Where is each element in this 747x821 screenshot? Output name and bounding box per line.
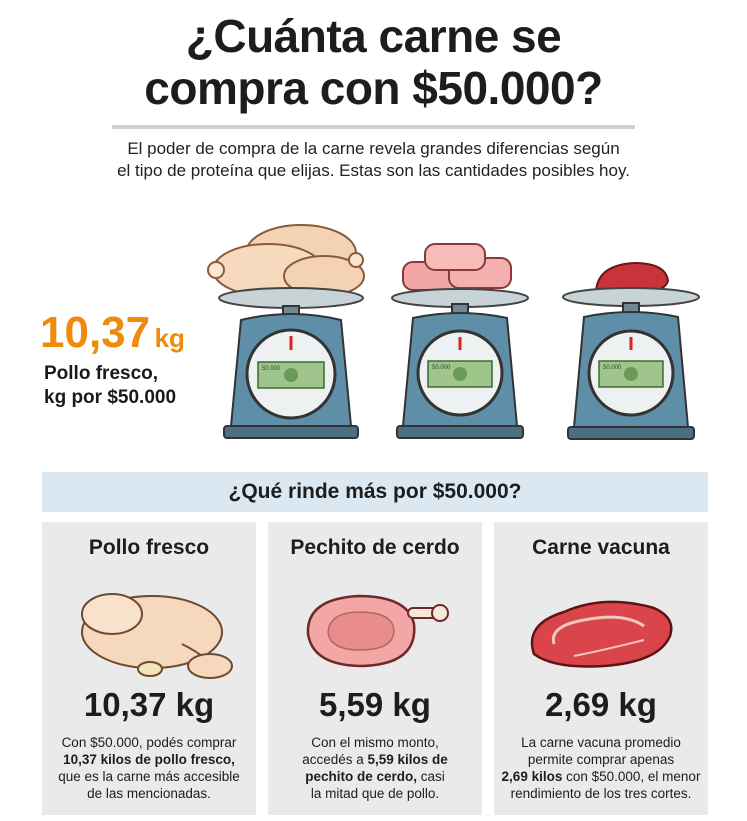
card-description: Con $50.000, podés comprar 10,37 kilos d… [48,734,250,802]
card-title: Pollo fresco [88,536,210,559]
card-title: Carne vacuna [532,536,670,559]
desc-line: permite comprar apenas [527,752,675,767]
title-line-1: ¿Cuánta carne se [185,10,562,62]
card-cerdo: Pechito de cerdo 5,59 kg Con el mismo mo… [268,522,482,815]
card-kg: 10,37 kg [83,686,215,723]
card-vacuna: Carne vacuna 2,69 kg La carne vacuna pro… [494,522,708,815]
title-divider [112,125,635,129]
desc-line: Con $50.000, podés comprar [61,735,237,750]
hero-number: 10,37 [40,308,151,357]
desc-text: casi [417,769,445,784]
scale-beef: 50.000 [556,255,706,449]
desc-text-bold: 2,69 kilos [501,769,563,784]
card-kg: 5,59 kg [319,686,431,723]
desc-line: rendimiento de los tres cortes. [510,786,692,801]
roast-chicken-icon [42,574,256,684]
whole-chicken-icon [207,224,365,297]
bill-label: 50.000 [432,365,451,371]
desc-text-bold: pechito de cerdo, [305,769,417,784]
hero-caption-line-1: Pollo fresco, [44,363,159,384]
card-description: Con el mismo monto, accedés a 5,59 kilos… [274,734,476,802]
card-title: Pechito de cerdo [290,536,460,559]
beef-steak-icon [494,574,708,684]
desc-line: La carne vacuna promedio [521,735,681,750]
desc-line: de las mencionadas. [87,786,211,801]
desc-line: Con el mismo monto, [311,735,439,750]
desc-line: la mitad que de pollo. [310,786,440,801]
subtitle-line-1: El poder de compra de la carne revela gr… [127,139,620,158]
hero-caption: Pollo fresco, kg por $50.000 [44,362,176,410]
desc-line: que es la carne más accesible [58,769,240,784]
card-kg: 2,69 kg [545,686,657,723]
pork-chop-icon [268,574,482,684]
hero-caption-line-2: kg por $50.000 [44,387,177,408]
desc-text: accedés a [302,752,368,767]
comparison-heading: ¿Qué rinde más por $50.000? [42,472,708,512]
page-title: ¿Cuánta carne se compra con $50.000? [0,10,747,114]
scale-chicken: 50.000 [206,198,376,448]
subtitle: El poder de compra de la carne revela gr… [40,138,707,182]
title-line-2: compra con $50.000? [144,62,603,114]
desc-line: 10,37 kilos de pollo fresco, [63,752,235,767]
hero-unit: kg [154,323,185,353]
card-description: La carne vacuna promedio permite comprar… [500,734,702,802]
card-pollo: Pollo fresco 10,37 kg Con $50.000, podés… [42,522,256,815]
bill-label: 50.000 [262,366,281,372]
scale-pork: 50.000 [385,240,535,448]
subtitle-line-2: el tipo de proteína que elijas. Estas so… [117,161,630,180]
desc-line: accedés a 5,59 kilos de [274,751,476,768]
desc-text: con $50.000, el menor [562,769,701,784]
desc-line: pechito de cerdo, casi [274,768,476,785]
pork-chops-icon [402,243,512,291]
desc-line: 2,69 kilos con $50.000, el menor [500,768,702,785]
bill-label: 50.000 [603,365,622,371]
desc-text-bold: 5,59 kilos de [367,752,448,767]
hero-value: 10,37 kg [40,308,185,358]
